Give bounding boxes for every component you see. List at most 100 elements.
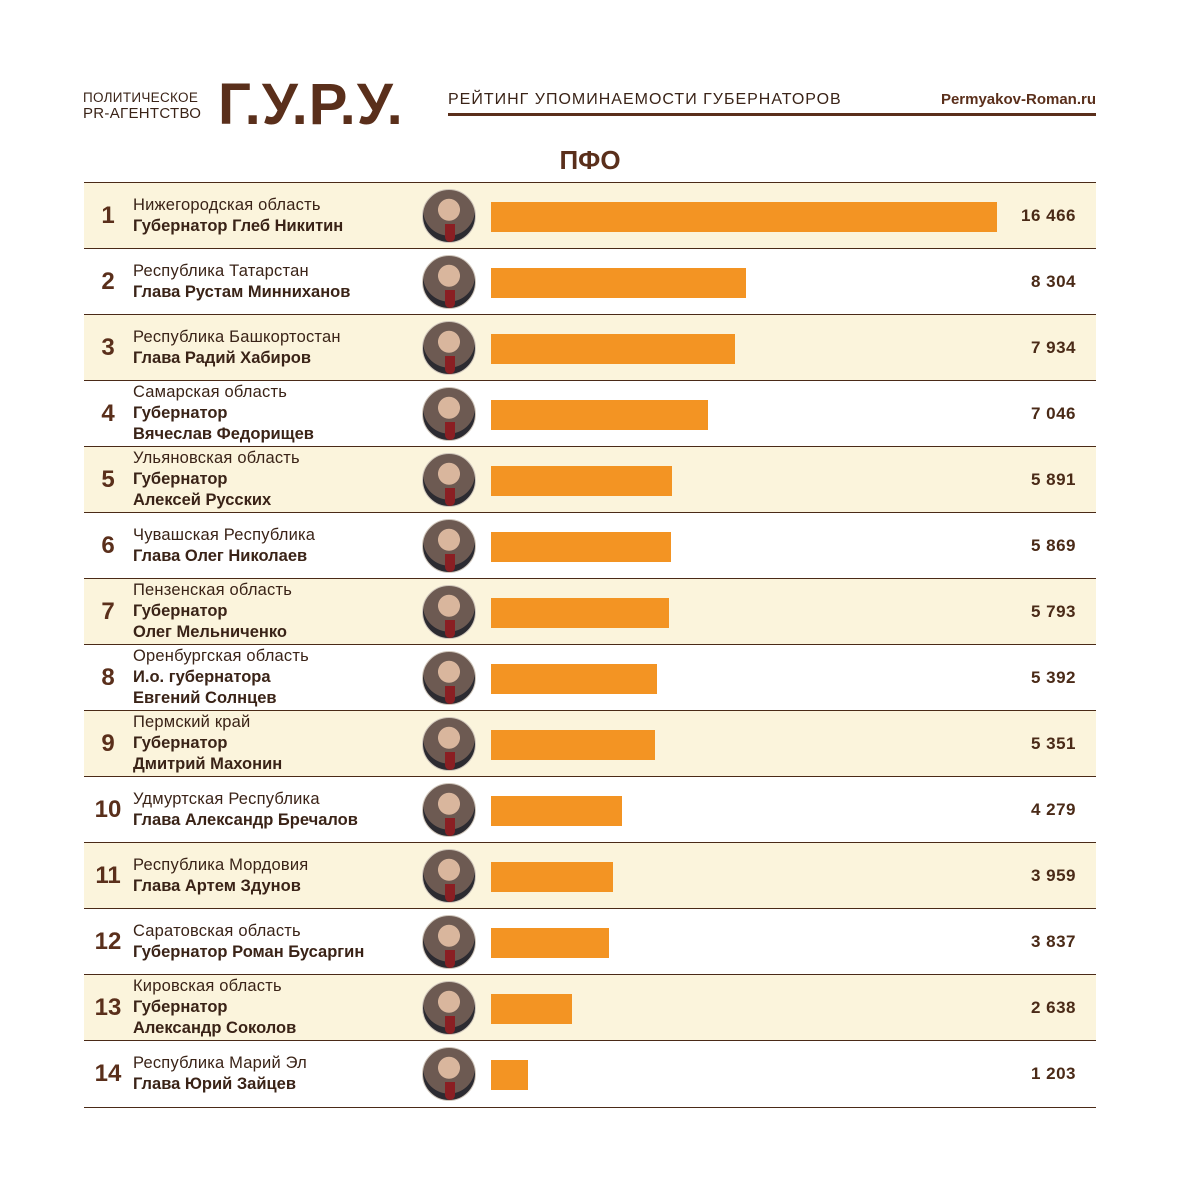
- region-name: Республика Марий Эл: [133, 1053, 308, 1072]
- governor-name: Губернатор Глеб Никитин: [133, 216, 344, 235]
- governor-name: Губернатор Алексей Русских: [133, 470, 272, 509]
- table-row: 4 Самарская область Губернатор Вячеслав Фе…: [84, 380, 1096, 446]
- portrait-photo: [422, 915, 476, 969]
- rank-number: 8: [101, 663, 115, 691]
- value-label: 16 466: [1021, 205, 1076, 225]
- table-row: 1 Нижегородская область Губернатор Глеб Ни…: [84, 182, 1096, 248]
- region-name: Республика Башкортостан: [133, 327, 341, 346]
- bar: [491, 664, 657, 694]
- value-label: 8 304: [1030, 271, 1076, 291]
- rank-number: 5: [101, 465, 115, 493]
- bar-area: [491, 645, 999, 710]
- region-name: Нижегородская область: [133, 195, 321, 214]
- governor-info: Пермский край Губернатор Дмитрий Махонин: [133, 711, 423, 776]
- value-label: 5 351: [1030, 733, 1076, 753]
- governor-name: Глава Юрий Зайцев: [133, 1074, 296, 1093]
- guru-logo: Г.У.Р.У.: [218, 72, 404, 137]
- portrait-photo: [422, 1047, 476, 1101]
- table-row: 7 Пензенская область Губернатор Олег Мельн…: [84, 578, 1096, 644]
- region-name: Самарская область: [133, 383, 287, 401]
- bar: [491, 202, 997, 232]
- governor-name: Губернатор Дмитрий Махонин: [133, 734, 283, 773]
- bar: [491, 994, 572, 1024]
- governor-name: Глава Радий Хабиров: [133, 348, 312, 367]
- value-label: 5 793: [1030, 601, 1076, 621]
- governor-info: Кировская область Губернатор Александр Со…: [133, 975, 423, 1040]
- governor-name: И.о. губернатора Евгений Солнцев: [133, 668, 277, 707]
- bar: [491, 730, 655, 760]
- table-row: 13 Кировская область Губернатор Александр …: [84, 974, 1096, 1040]
- bar-area: [491, 315, 999, 380]
- table-row: 8 Оренбургская область И.о. губернатора Ев…: [84, 644, 1096, 710]
- bar: [491, 268, 746, 298]
- rank-number: 14: [94, 1059, 122, 1087]
- bar-area: [491, 711, 999, 776]
- rank-number: 6: [101, 531, 115, 559]
- region-name: Удмуртская Республика: [133, 789, 320, 808]
- bar: [491, 400, 708, 430]
- bar-area: [491, 843, 999, 908]
- header: ПОЛИТИЧЕСКОЕ PR-АГЕНТСТВО Г.У.Р.У. РЕЙТИ…: [0, 0, 1180, 140]
- bar: [491, 796, 622, 826]
- region-name: Пензенская область: [133, 581, 293, 599]
- governor-info: Самарская область Губернатор Вячеслав Фед…: [133, 381, 423, 446]
- governor-name: Глава Олег Николаев: [133, 546, 308, 565]
- bar-area: [491, 777, 999, 842]
- ranking-table: 1 Нижегородская область Губернатор Глеб Ни…: [84, 182, 1096, 1108]
- governor-name: Глава Артем Здунов: [133, 876, 301, 895]
- region-name: Саратовская область: [133, 921, 301, 940]
- portrait-photo: [422, 453, 476, 507]
- table-row: 10 Удмуртская Республика Глава Александр Б…: [84, 776, 1096, 842]
- value-label: 5 869: [1030, 535, 1076, 555]
- region-name: Республика Татарстан: [133, 261, 309, 280]
- bar: [491, 1060, 528, 1090]
- table-row: 3 Республика Башкортостан Глава Радий Хаби…: [84, 314, 1096, 380]
- governor-name: Губернатор Олег Мельниченко: [133, 602, 288, 641]
- value-label: 2 638: [1030, 997, 1076, 1017]
- bar-area: [491, 381, 999, 446]
- bar-area: [491, 909, 999, 974]
- site-link[interactable]: Permyakov-Roman.ru: [940, 91, 1096, 108]
- governor-info: Республика Башкортостан Глава Радий Хабир…: [133, 315, 423, 380]
- table-row: 2 Республика Татарстан Глава Рустам Минних…: [84, 248, 1096, 314]
- bar-area: [491, 513, 999, 578]
- rank-number: 3: [101, 333, 115, 361]
- rank-number: 13: [94, 993, 122, 1021]
- header-rule: [448, 113, 1096, 116]
- bar-area: [491, 249, 999, 314]
- governor-name: Глава Александр Бречалов: [133, 810, 358, 829]
- region-name: Оренбургская область: [133, 647, 309, 665]
- rank-number: 2: [101, 267, 115, 295]
- table-row: 12 Саратовская область Губернатор Роман Бу…: [84, 908, 1096, 974]
- governor-info: Саратовская область Губернатор Роман Буса…: [133, 909, 423, 974]
- bar: [491, 928, 609, 958]
- governor-info: Чувашская Республика Глава Олег Николаев: [133, 513, 423, 578]
- portrait-photo: [422, 783, 476, 837]
- portrait-photo: [422, 189, 476, 243]
- governor-name: Губернатор Александр Соколов: [133, 998, 297, 1037]
- bar: [491, 532, 671, 562]
- bar: [491, 466, 672, 496]
- table-row: 6 Чувашская Республика Глава Олег Николаев…: [84, 512, 1096, 578]
- governor-name: Губернатор Роман Бусаргин: [133, 942, 365, 961]
- value-label: 3 837: [1030, 931, 1076, 951]
- portrait-photo: [422, 255, 476, 309]
- portrait-photo: [422, 981, 476, 1035]
- agency-label: ПОЛИТИЧЕСКОЕ PR-АГЕНТСТВО: [83, 90, 201, 122]
- agency-line-1: ПОЛИТИЧЕСКОЕ: [83, 90, 199, 105]
- governor-info: Республика Мордовия Глава Артем Здунов: [133, 843, 423, 908]
- value-label: 7 934: [1030, 337, 1076, 357]
- value-label: 5 392: [1030, 667, 1076, 687]
- rank-number: 11: [95, 861, 121, 889]
- rank-number: 1: [101, 201, 115, 229]
- value-label: 4 279: [1030, 799, 1076, 819]
- table-row: 14 Республика Марий Эл Глава Юрий Зайцев 1 …: [84, 1040, 1096, 1108]
- region-name: Республика Мордовия: [133, 855, 309, 874]
- governor-info: Оренбургская область И.о. губернатора Евг…: [133, 645, 423, 710]
- bar-area: [491, 1041, 999, 1107]
- region-name: Кировская область: [133, 977, 282, 995]
- rank-number: 9: [101, 729, 115, 757]
- governor-info: Республика Марий Эл Глава Юрий Зайцев: [133, 1041, 423, 1107]
- portrait-photo: [422, 321, 476, 375]
- bar: [491, 862, 613, 892]
